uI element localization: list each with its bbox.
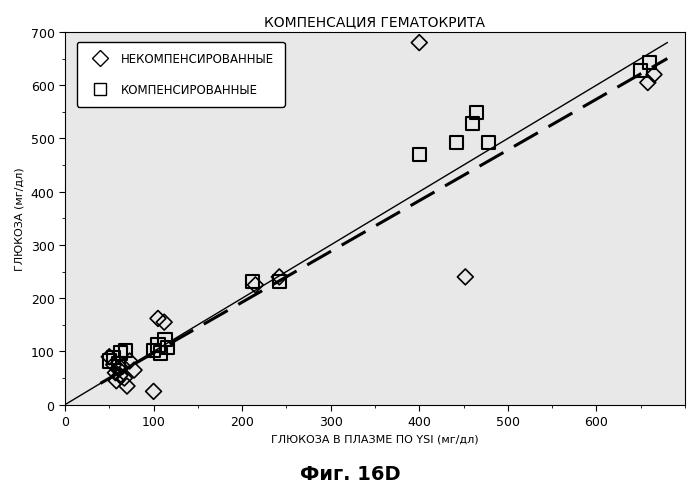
- Point: [471, 110, 482, 118]
- Point: [648, 71, 659, 79]
- Point: [108, 354, 119, 362]
- Point: [162, 344, 174, 352]
- Point: [642, 80, 653, 87]
- Point: [274, 278, 285, 285]
- Point: [108, 361, 119, 369]
- Point: [460, 273, 471, 281]
- Point: [104, 357, 115, 365]
- Text: Фиг. 16D: Фиг. 16D: [300, 464, 400, 483]
- Point: [120, 347, 131, 355]
- Title: КОМПЕНСАЦИЯ ГЕМАТОКРИТА: КОМПЕНСАЦИЯ ГЕМАТОКРИТА: [265, 15, 486, 29]
- Point: [117, 363, 128, 370]
- Point: [153, 342, 164, 349]
- Point: [148, 387, 159, 395]
- Point: [635, 67, 646, 75]
- Point: [414, 151, 425, 159]
- Point: [451, 140, 462, 147]
- Point: [104, 353, 115, 361]
- Point: [114, 372, 125, 380]
- Point: [159, 319, 170, 326]
- Point: [155, 349, 166, 357]
- Legend: НЕКОМПЕНСИРОВАННЫЕ, КОМПЕНСИРОВАННЫЕ: НЕКОМПЕНСИРОВАННЫЕ, КОМПЕНСИРОВАННЫЕ: [77, 42, 284, 107]
- Point: [644, 60, 655, 68]
- Point: [153, 315, 164, 323]
- Point: [467, 121, 478, 128]
- Point: [113, 360, 124, 367]
- Y-axis label: ГЛЮКОЗА (мг/дл): ГЛЮКОЗА (мг/дл): [15, 167, 25, 270]
- Point: [121, 383, 132, 390]
- Point: [119, 374, 130, 382]
- Point: [110, 369, 121, 377]
- X-axis label: ГЛЮКОЗА В ПЛАЗМЕ ПО YSI (мг/дл): ГЛЮКОЗА В ПЛАЗМЕ ПО YSI (мг/дл): [271, 434, 479, 444]
- Point: [148, 347, 159, 355]
- Point: [129, 366, 140, 374]
- Point: [160, 336, 171, 344]
- Point: [247, 278, 258, 285]
- Point: [274, 273, 285, 281]
- Point: [111, 377, 122, 385]
- Point: [250, 282, 261, 289]
- Point: [414, 40, 425, 47]
- Point: [124, 357, 135, 365]
- Point: [483, 140, 494, 147]
- Point: [116, 349, 127, 357]
- Point: [113, 365, 124, 373]
